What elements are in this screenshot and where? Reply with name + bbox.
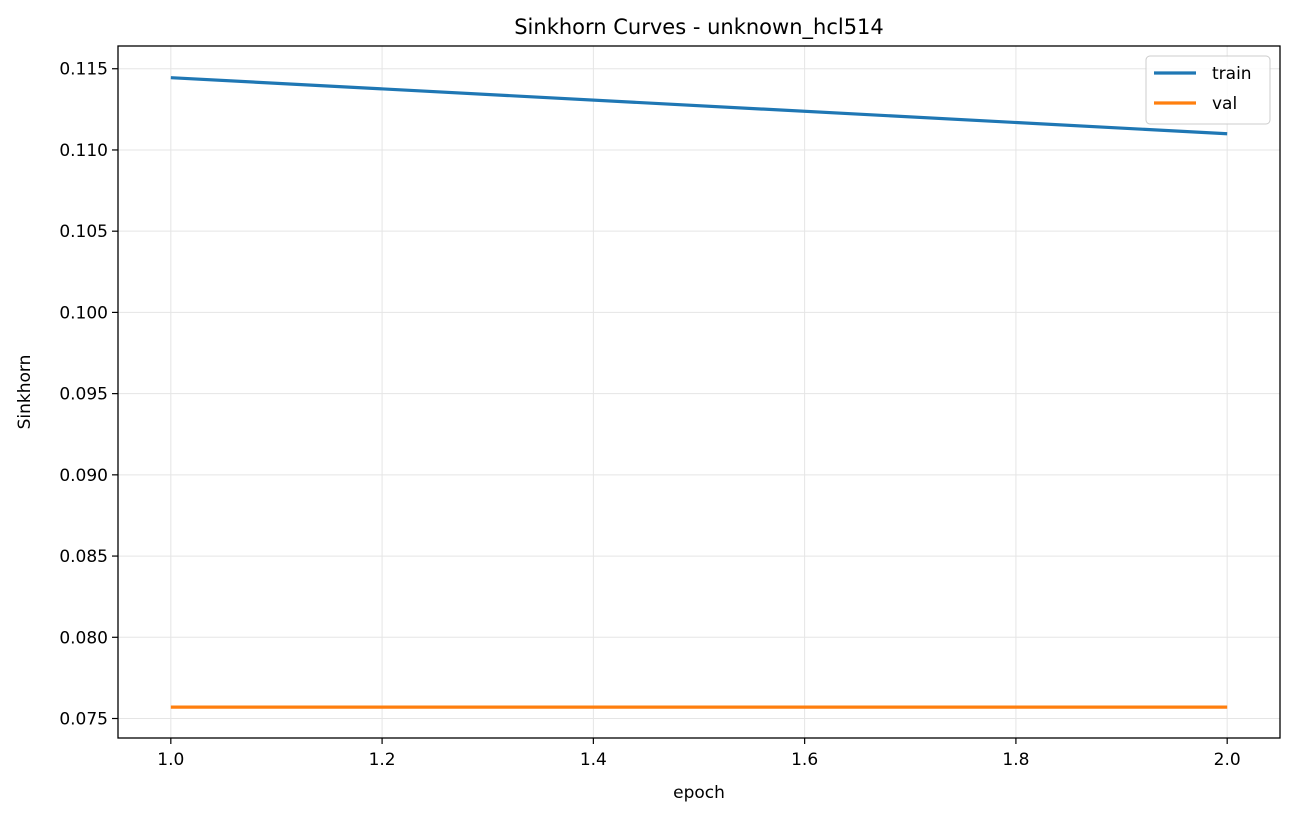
y-tick-label: 0.090: [59, 466, 108, 486]
y-tick-label: 0.095: [59, 385, 108, 405]
x-tick-label: 1.8: [1002, 750, 1029, 770]
legend: train val: [1145, 55, 1271, 125]
legend-label-val: val: [1212, 94, 1237, 114]
x-tick-label: 1.2: [369, 750, 396, 770]
y-tick-label: 0.115: [59, 60, 108, 80]
x-tick-label: 1.4: [580, 750, 607, 770]
x-tick-label: 1.0: [157, 750, 184, 770]
y-axis-ticks: 0.075 0.080 0.085 0.090 0.095 0.100 0.105 0.110…: [59, 60, 118, 730]
series-line-train: [170, 76, 1228, 136]
y-tick-label: 0.085: [59, 547, 108, 567]
y-axis-title: Sinkhorn: [15, 355, 35, 430]
legend-label-train: train: [1212, 64, 1252, 84]
x-axis-ticks: 1.0 1.2 1.4 1.6 1.8 2.0: [157, 738, 1241, 770]
y-tick-label: 0.105: [59, 222, 108, 242]
plot-frame: [117, 45, 1281, 739]
y-tick-label: 0.100: [59, 303, 108, 323]
y-tick-label: 0.110: [59, 141, 108, 161]
y-tick-label: 0.080: [59, 628, 108, 648]
x-tick-label: 2.0: [1214, 750, 1241, 770]
y-tick-label: 0.075: [59, 710, 108, 730]
chart-title: Sinkhorn Curves - unknown_hcl514: [514, 15, 884, 40]
x-axis-title: epoch: [673, 783, 725, 803]
x-tick-label: 1.6: [791, 750, 818, 770]
series-layer: [170, 76, 1228, 709]
grid: [118, 46, 1280, 738]
